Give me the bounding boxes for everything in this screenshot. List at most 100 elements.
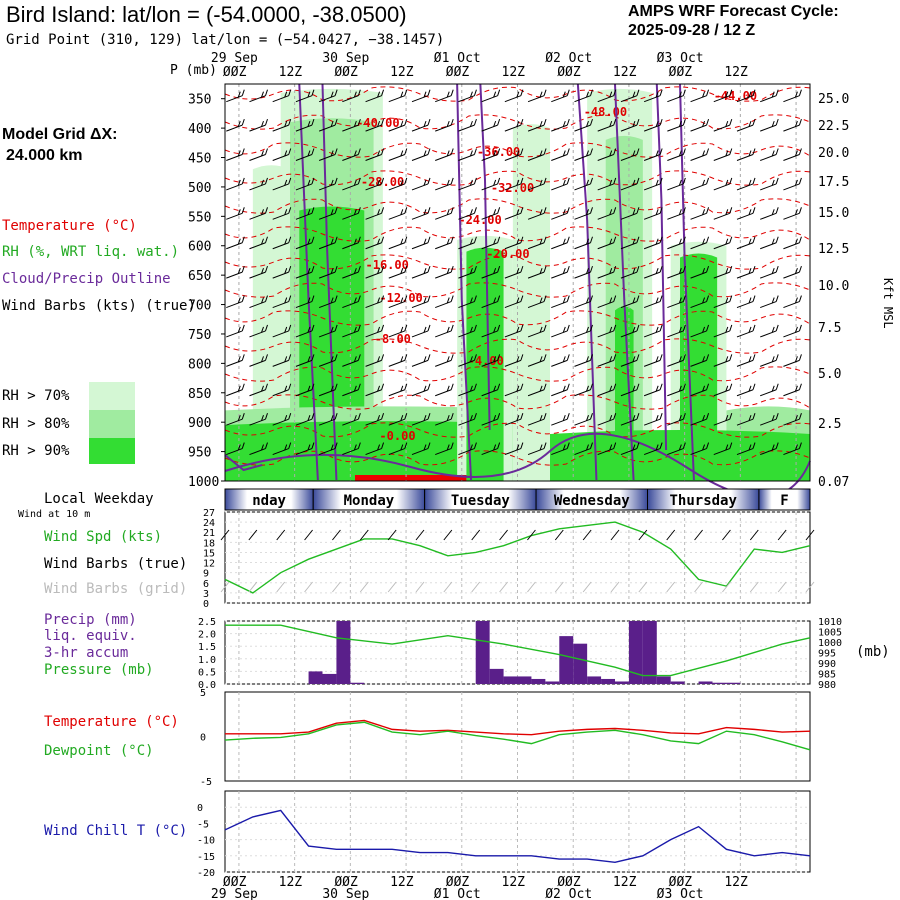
wind-barb-grid xyxy=(694,581,703,593)
wind-barb-flag xyxy=(237,326,241,333)
wind-barb-flag xyxy=(284,444,288,451)
wind-barb-flag xyxy=(330,444,334,451)
wind-barb-flag xyxy=(377,326,381,333)
wind-barb-flag xyxy=(381,324,385,332)
wind-barb-flag xyxy=(334,118,338,126)
wind-barb xyxy=(388,448,405,456)
wind-barb-flag xyxy=(516,385,520,392)
wind-barb xyxy=(249,95,266,103)
wind-barb-flag xyxy=(516,150,520,157)
wind-barb-flag xyxy=(748,209,752,216)
wind-barb-flag xyxy=(775,177,779,185)
wind-barb xyxy=(504,271,522,279)
wind-barb-flag xyxy=(729,324,733,332)
wind-barb-flag xyxy=(265,89,268,96)
temperature-contour-label: -20.00 xyxy=(486,247,529,261)
wind-barb xyxy=(597,359,614,367)
wind-barb xyxy=(388,271,405,279)
wind-barb-flag xyxy=(450,177,454,185)
wind-barb-flag xyxy=(562,238,566,245)
cross-section-frame xyxy=(224,83,811,482)
wind-barb-flag xyxy=(423,326,427,333)
wind-barb-flag xyxy=(423,444,427,451)
wind-barb-flag xyxy=(562,267,566,274)
wind-barb-flag xyxy=(586,120,589,127)
wind-barb-flag xyxy=(284,297,288,304)
wind-barb xyxy=(226,389,243,397)
wind-barb-flag xyxy=(706,383,710,390)
wind-barb xyxy=(574,124,591,132)
wind-barb-flag xyxy=(655,415,659,421)
wind-barb-flag xyxy=(562,150,566,157)
top-date-label: Ø1 Oct xyxy=(434,51,481,66)
wind-barb-flag xyxy=(334,354,338,361)
wind-barb xyxy=(760,154,777,161)
wind-barb xyxy=(411,242,429,250)
wind-barb-flag xyxy=(729,89,733,96)
wind-barb-flag xyxy=(381,265,385,273)
wind-barb xyxy=(574,330,591,338)
wind-barb-flag xyxy=(334,442,338,449)
wind-barb xyxy=(411,183,429,191)
wind-barb-flag xyxy=(798,265,802,273)
wind-barb-flag xyxy=(771,326,775,333)
kft-axis-label: Kft MSL xyxy=(881,278,895,329)
wind-barb-flag xyxy=(520,442,524,449)
wind-barb xyxy=(342,301,359,309)
precip-tick-label: 0.5 xyxy=(198,667,216,678)
wind-barb-flag xyxy=(636,236,640,243)
precip-bar xyxy=(503,676,518,684)
temperature-contour xyxy=(224,226,811,242)
top-hour-label: 12Z xyxy=(613,65,637,80)
wind-barb-flag xyxy=(427,148,431,155)
wind-barb xyxy=(318,418,336,426)
wind-barb xyxy=(760,418,777,426)
wind-barb-flag xyxy=(473,265,477,273)
windchill-tick-label: -10 xyxy=(197,836,215,847)
wind-barb-grid xyxy=(220,581,230,593)
wind-barb-flag xyxy=(566,324,570,332)
wind-barb-flag xyxy=(427,354,431,361)
wind-barb xyxy=(295,95,313,103)
wind-barb-flag xyxy=(636,265,640,273)
wind-barb-flag xyxy=(469,297,473,304)
wind-barb xyxy=(713,418,730,426)
wind-barb xyxy=(481,359,498,367)
wind-barb xyxy=(481,183,498,191)
wind-barb-flag xyxy=(261,444,264,451)
wind-barb-true xyxy=(582,529,592,541)
wind-barb-flag xyxy=(609,91,613,98)
wind-barb xyxy=(736,183,754,191)
wind-barb xyxy=(481,389,498,397)
wind-barb xyxy=(435,389,452,397)
wind-barb xyxy=(272,154,289,161)
wind-tick-label: 3 xyxy=(203,589,209,600)
wind-barb-flag xyxy=(450,295,454,302)
temperature-contour xyxy=(224,282,811,298)
wind-barb-flag xyxy=(562,326,566,333)
pressure-unit-label: P (mb) xyxy=(170,63,217,78)
wind-barb xyxy=(736,242,754,250)
wind-barb-flag xyxy=(469,326,473,333)
wind-barb-flag xyxy=(404,265,408,273)
wind-barb-flag xyxy=(682,89,686,96)
pressure-tick-label: 500 xyxy=(188,181,211,196)
wind-barb-true xyxy=(666,529,676,541)
wind-barb-flag xyxy=(288,236,292,243)
wind-barb-flag xyxy=(655,150,659,157)
wind-barb-flag xyxy=(446,91,450,98)
wind-barb-flag xyxy=(543,442,547,449)
wind-barb-flag xyxy=(748,297,752,304)
wind-barb-flag xyxy=(404,236,408,243)
wind-barb xyxy=(736,448,754,456)
wind-barb xyxy=(643,389,661,397)
wind-barb-flag xyxy=(702,415,706,421)
temperature-contour xyxy=(224,450,811,466)
wind-barb xyxy=(458,154,475,161)
wind-barb-flag xyxy=(377,356,381,363)
wind-barb-flag xyxy=(798,177,802,185)
wind-barb-flag xyxy=(725,179,729,186)
wind-barb-flag xyxy=(771,297,775,304)
wind-barb-flag xyxy=(678,267,682,274)
wind-barb xyxy=(504,242,522,250)
